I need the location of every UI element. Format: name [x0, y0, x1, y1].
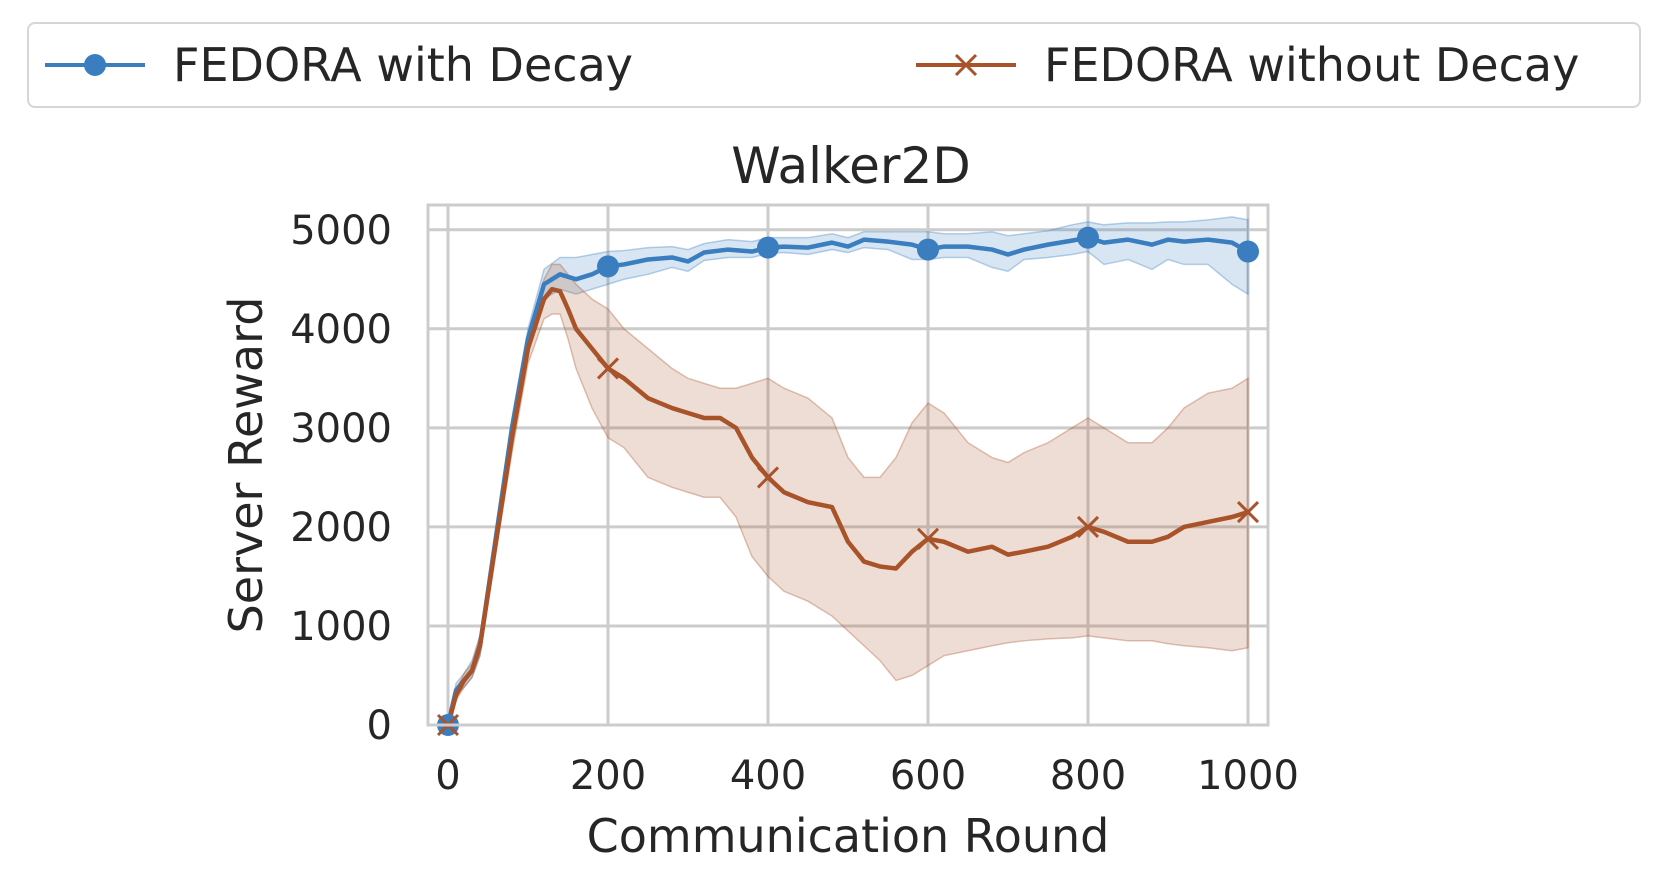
data-point-x-stroke — [916, 527, 940, 550]
data-point-circle — [917, 238, 939, 261]
y-tick-label: 5000 — [290, 208, 392, 254]
plot-frame — [426, 203, 1270, 727]
series-line-0 — [445, 235, 1250, 726]
legend: FEDORA with Decay FEDORA without Decay — [27, 22, 1641, 108]
x-tick-label: 1000 — [1197, 753, 1299, 799]
data-point-x-stroke — [596, 357, 620, 380]
x-tick-labels: 0 200 400 600 800 1000 — [435, 753, 1299, 799]
data-point-x — [756, 466, 780, 489]
data-point-x — [1236, 500, 1260, 524]
legend-entry-without-decay: FEDORA without Decay — [914, 24, 1579, 106]
x-tick-label: 600 — [890, 753, 966, 799]
x-tick-label: 200 — [570, 753, 646, 799]
legend-entry-with-decay: FEDORA with Decay — [43, 24, 633, 106]
data-point-x — [1076, 515, 1100, 538]
x-tick-label: 800 — [1050, 753, 1126, 799]
data-point-x-stroke — [1076, 515, 1100, 538]
x-axis-label: Communication Round — [587, 809, 1110, 863]
data-point-x-stroke — [1236, 500, 1260, 524]
y-tick-label: 3000 — [290, 406, 392, 452]
y-tick-label: 2000 — [290, 505, 392, 551]
y-tick-labels: 0 1000 2000 3000 4000 5000 — [290, 208, 392, 749]
data-point-circle — [757, 236, 779, 259]
y-axis-label: Server Reward — [219, 297, 273, 634]
data-point-circle — [1237, 240, 1259, 263]
data-point-circle — [1077, 226, 1099, 249]
y-tick-label: 4000 — [290, 307, 392, 353]
data-point-x-stroke — [756, 466, 780, 489]
data-point-x — [916, 527, 940, 550]
y-tick-label: 1000 — [290, 604, 392, 650]
chart-title: Walker2D — [731, 137, 971, 195]
x-tick-label: 0 — [435, 753, 460, 799]
plot-area — [428, 205, 1268, 725]
data-point-circle — [597, 255, 619, 278]
x-tick-label: 400 — [730, 753, 806, 799]
legend-marker-x-icon — [916, 53, 1016, 77]
legend-marker-circle-icon — [45, 54, 145, 76]
legend-label-with-decay: FEDORA with Decay — [173, 38, 633, 92]
legend-label-without-decay: FEDORA without Decay — [1044, 38, 1580, 92]
y-tick-label: 0 — [367, 703, 392, 749]
data-point-x — [596, 357, 620, 380]
